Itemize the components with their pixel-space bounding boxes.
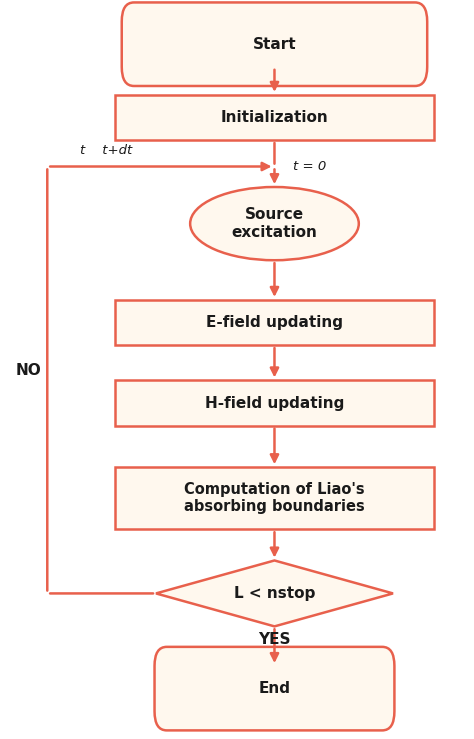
Text: NO: NO <box>16 363 41 378</box>
Ellipse shape <box>190 187 359 260</box>
FancyBboxPatch shape <box>115 300 434 345</box>
Polygon shape <box>156 560 393 627</box>
FancyBboxPatch shape <box>115 95 434 140</box>
FancyBboxPatch shape <box>155 647 394 730</box>
FancyBboxPatch shape <box>122 2 427 86</box>
Text: H-field updating: H-field updating <box>205 395 344 411</box>
Text: YES: YES <box>258 632 291 647</box>
Text: t    t+dt: t t+dt <box>80 144 132 157</box>
Text: End: End <box>258 681 291 696</box>
Text: E-field updating: E-field updating <box>206 315 343 330</box>
Text: Start: Start <box>253 37 296 52</box>
Text: Computation of Liao's
absorbing boundaries: Computation of Liao's absorbing boundari… <box>184 482 365 514</box>
FancyBboxPatch shape <box>115 381 434 426</box>
Text: Initialization: Initialization <box>220 110 328 125</box>
Text: Source
excitation: Source excitation <box>231 208 318 240</box>
FancyBboxPatch shape <box>115 467 434 529</box>
Text: t = 0: t = 0 <box>293 160 327 173</box>
Text: L < nstop: L < nstop <box>234 586 315 601</box>
